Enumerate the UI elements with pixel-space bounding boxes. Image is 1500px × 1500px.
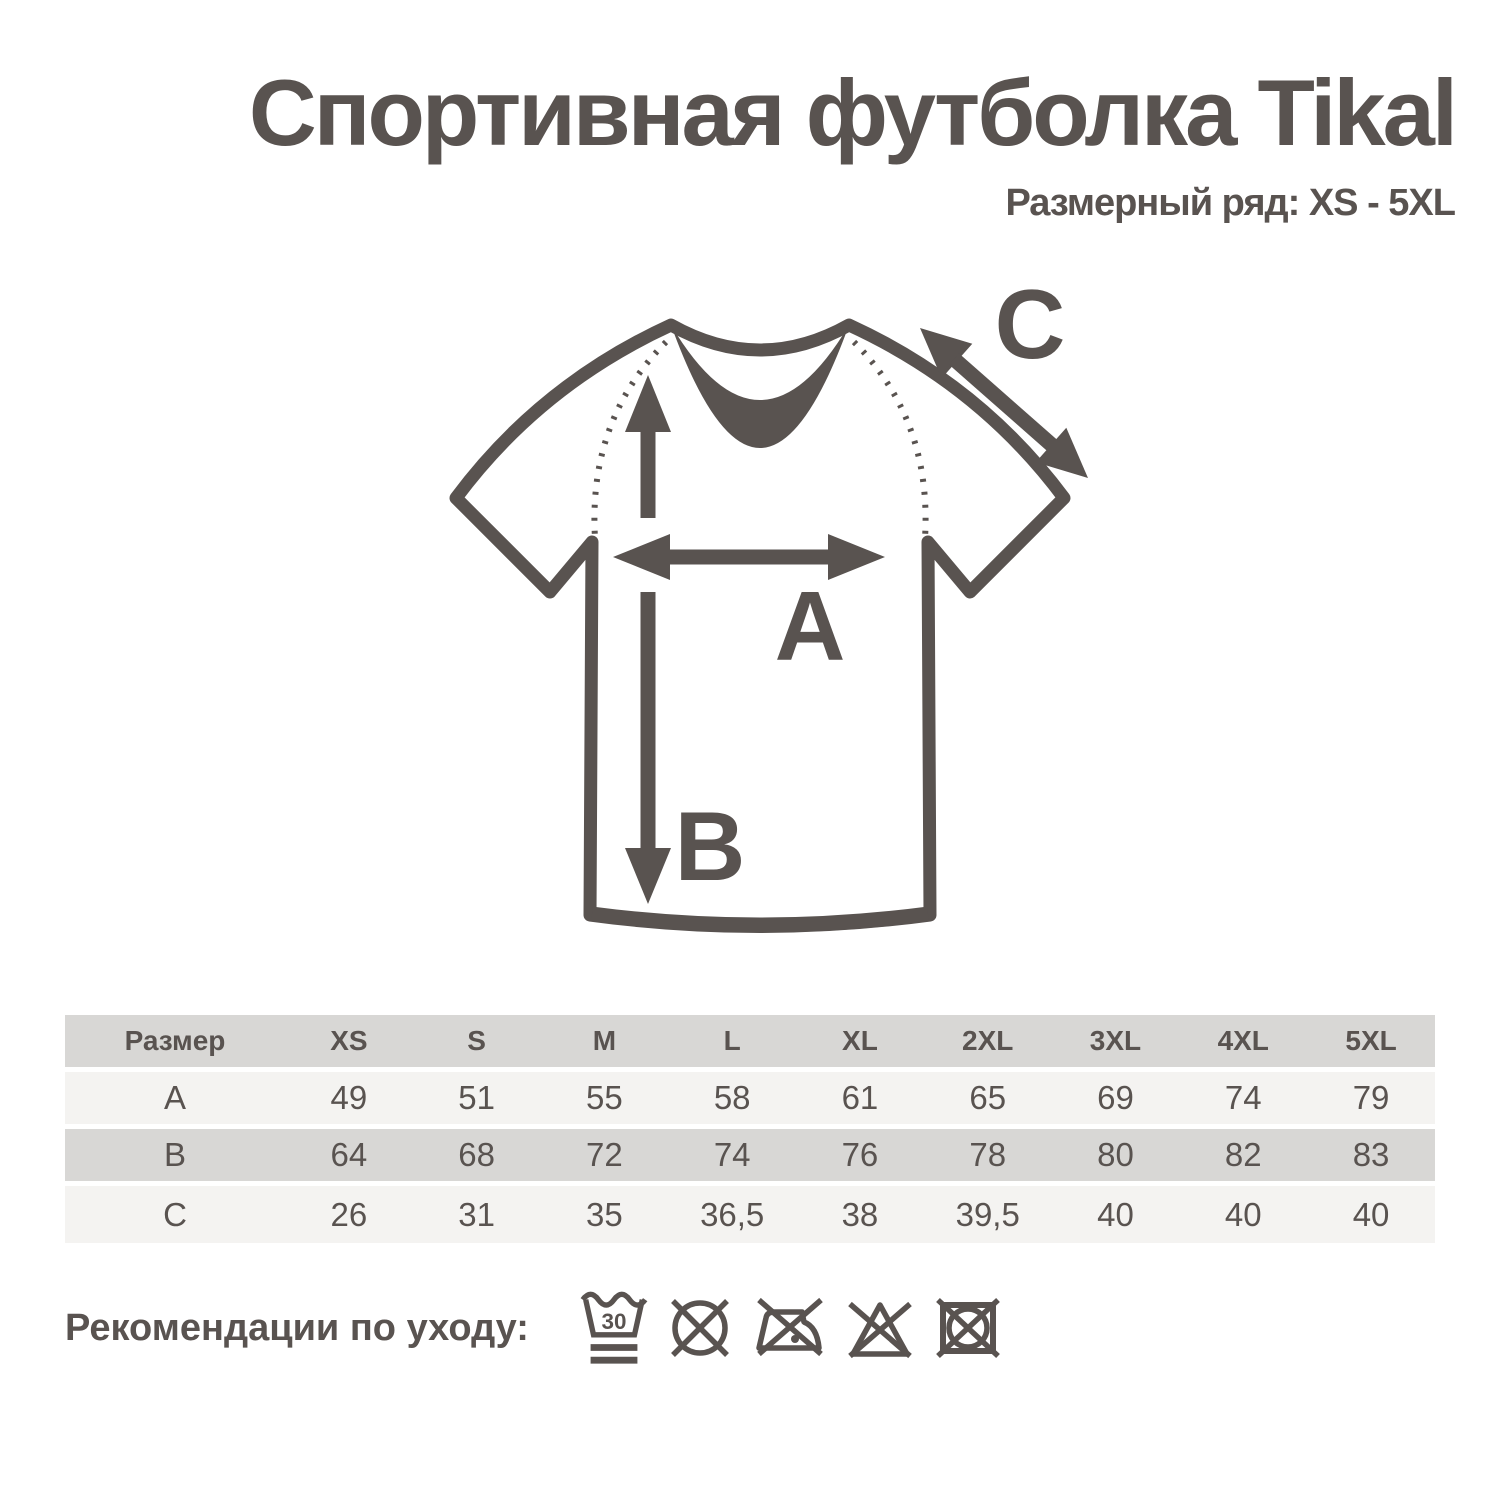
do-not-iron-icon <box>756 1297 823 1357</box>
table-cell: 58 <box>668 1072 797 1129</box>
table-cell: 78 <box>923 1129 1052 1186</box>
table-cell: 65 <box>923 1072 1052 1129</box>
header-cell-xs: XS <box>285 1015 413 1072</box>
table-cell: 36,5 <box>700 1195 765 1233</box>
measure-b-arrow <box>625 375 671 904</box>
size-range-subtitle: Размерный ряд: XS - 5XL <box>1005 182 1456 224</box>
table-cell: 82 <box>1179 1129 1308 1186</box>
tshirt-measurement-diagram: A B C <box>420 269 1120 970</box>
header-cell-m: M <box>540 1015 669 1072</box>
table-cell: 38 <box>841 1195 879 1233</box>
table-row-a: A 49 51 55 58 61 65 69 74 79 <box>65 1072 1435 1129</box>
table-cell: 26 <box>330 1195 368 1233</box>
wash-30-very-gentle-icon: 30 <box>580 1291 648 1364</box>
table-cell: 74 <box>668 1129 797 1186</box>
measure-b-label: B <box>675 791 746 901</box>
page-title: Спортивная футболка Tikal <box>248 60 1458 165</box>
header-cell-s: S <box>412 1015 541 1072</box>
table-cell: 68 <box>412 1129 541 1186</box>
measure-c-arrow <box>920 328 1088 478</box>
table-cell: 39,5 <box>955 1195 1020 1233</box>
table-cell: 76 <box>796 1129 924 1186</box>
header-cell-2xl: 2XL <box>923 1015 1052 1072</box>
table-cell: 40 <box>1224 1195 1262 1233</box>
table-cell: 40 <box>1352 1195 1390 1233</box>
table-cell: 49 <box>285 1072 413 1129</box>
care-instructions: Рекомендации по уходу: 30 <box>65 1288 1003 1368</box>
table-cell: 80 <box>1051 1129 1180 1186</box>
table-cell: 83 <box>1307 1129 1435 1186</box>
do-not-bleach-icon <box>848 1301 912 1359</box>
size-table: Размер XS S M L XL 2XL 3XL 4XL 5XL A 49 … <box>65 1015 1435 1243</box>
table-cell: 69 <box>1051 1072 1180 1129</box>
measure-a-arrow <box>613 534 885 580</box>
table-cell: 64 <box>285 1129 413 1186</box>
do-not-dry-clean-icon <box>671 1299 729 1357</box>
measure-a-label: A <box>775 571 846 681</box>
page-header: Спортивная футболка Tikal Размерный ряд:… <box>248 60 1458 225</box>
table-cell: 61 <box>796 1072 924 1129</box>
table-cell: 40 <box>1097 1195 1134 1233</box>
care-icons: 30 <box>579 1288 1003 1368</box>
care-instructions-label: Рекомендации по уходу: <box>65 1306 529 1349</box>
tshirt-diagram-svg: A B C <box>449 269 1088 933</box>
header-cell-3xl: 3XL <box>1051 1015 1180 1072</box>
raglan-seam-right <box>851 339 929 539</box>
table-cell: 35 <box>586 1195 623 1233</box>
raglan-seam-left <box>591 339 669 539</box>
row-label: A <box>65 1072 285 1129</box>
row-label: C <box>163 1195 187 1233</box>
tshirt-hem-band <box>591 906 929 933</box>
wash-temp-label: 30 <box>601 1309 626 1334</box>
table-cell: 51 <box>412 1072 541 1129</box>
header-cell-size: Размер <box>65 1015 285 1072</box>
table-cell: 79 <box>1307 1072 1435 1129</box>
table-row-c: C 26 31 35 36,5 38 39,5 40 40 40 <box>65 1186 1435 1243</box>
do-not-tumble-dry-icon <box>936 1297 1000 1359</box>
size-table-header-row: Размер XS S M L XL 2XL 3XL 4XL 5XL <box>65 1015 1435 1072</box>
table-cell: 31 <box>458 1195 495 1233</box>
header-cell-l: L <box>668 1015 797 1072</box>
header-cell-xl: XL <box>796 1015 924 1072</box>
table-cell: 72 <box>540 1129 669 1186</box>
table-cell: 55 <box>540 1072 669 1129</box>
table-cell: 74 <box>1179 1072 1308 1129</box>
row-label: B <box>65 1129 285 1186</box>
tshirt-collar <box>671 325 849 448</box>
measure-c-label: C <box>995 270 1066 379</box>
header-cell-5xl: 5XL <box>1307 1015 1435 1072</box>
table-row-b: B 64 68 72 74 76 78 80 82 83 <box>65 1129 1435 1186</box>
header-cell-4xl: 4XL <box>1179 1015 1308 1072</box>
